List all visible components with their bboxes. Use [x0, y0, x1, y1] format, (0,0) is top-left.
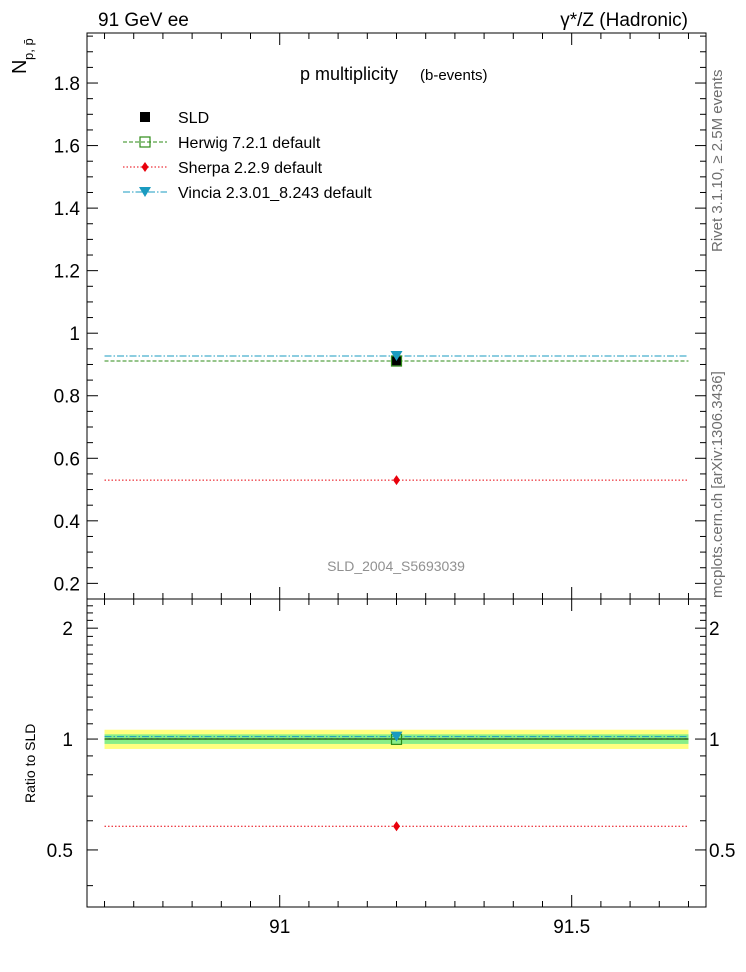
legend-marker — [140, 112, 150, 122]
legend-label: Herwig 7.2.1 default — [178, 135, 321, 152]
ratio-ytick-label: 1 — [62, 730, 73, 751]
legend: SLD Herwig 7.2.1 default Sherpa 2.2.9 defa… — [123, 110, 372, 202]
legend-marker — [139, 136, 151, 148]
analysis-label: SLD_2004_S5693039 — [327, 558, 465, 574]
main-ytick-label: 0.2 — [54, 574, 80, 595]
ratio-panel: 0.5 0.5 1 1 2 2 91 91.5 Ratio to SLD — [22, 598, 735, 938]
legend-label: Vincia 2.3.01_8.243 default — [178, 185, 372, 202]
main-ylabel-text: N — [9, 60, 31, 74]
ratio-frame — [86, 598, 707, 908]
main-ytick-label: 1.8 — [54, 74, 80, 95]
main-ytick-label: 1 — [69, 324, 80, 345]
main-ylabel: N p, p̄ — [9, 38, 36, 74]
rivet-label: Rivet 3.1.10, ≥ 2.5M events — [709, 70, 726, 253]
ratio-ylabel: Ratio to SLD — [22, 724, 38, 803]
ratio-ytick-label-right: 1 — [709, 730, 720, 751]
chart-subtitle: (b-events) — [420, 67, 488, 84]
ratio-ytick-label-right: 0.5 — [709, 841, 735, 862]
main-ytick-label: 1.2 — [54, 262, 80, 283]
main-ytick-label: 0.8 — [54, 387, 80, 408]
main-ytick-label: 1.4 — [54, 199, 81, 220]
ratio-ytick-label: 2 — [62, 619, 73, 640]
legend-marker — [141, 162, 149, 172]
ratio-ytick-label: 0.5 — [47, 841, 73, 862]
main-point — [393, 475, 400, 486]
main-ytick-label: 0.6 — [54, 449, 80, 470]
legend-label: SLD — [178, 110, 209, 127]
main-ylabel-sub: p, p̄ — [21, 38, 36, 60]
header-left: 91 GeV ee — [98, 10, 189, 31]
header-right: γ*/Z (Hadronic) — [560, 10, 688, 31]
main-panel: 0.2 0.4 0.6 0.8 1 1.2 1.4 1.6 1.8 p multiplicity… — [9, 32, 707, 600]
legend-marker — [139, 187, 151, 197]
xtick-label: 91.5 — [553, 917, 590, 938]
main-ytick-label: 0.4 — [54, 512, 81, 533]
ratio-ytick-label-right: 2 — [709, 619, 720, 640]
main-ytick-label: 1.6 — [54, 137, 80, 158]
ratio-point — [393, 821, 400, 832]
legend-label: Sherpa 2.2.9 default — [178, 160, 323, 177]
ratio-point — [390, 731, 403, 742]
xtick-label: 91 — [269, 917, 290, 938]
mcplots-label: mcplots.cern.ch [arXiv:1306.3436] — [709, 371, 726, 598]
chart-title: p multiplicity — [300, 64, 398, 84]
main-point — [390, 351, 403, 362]
